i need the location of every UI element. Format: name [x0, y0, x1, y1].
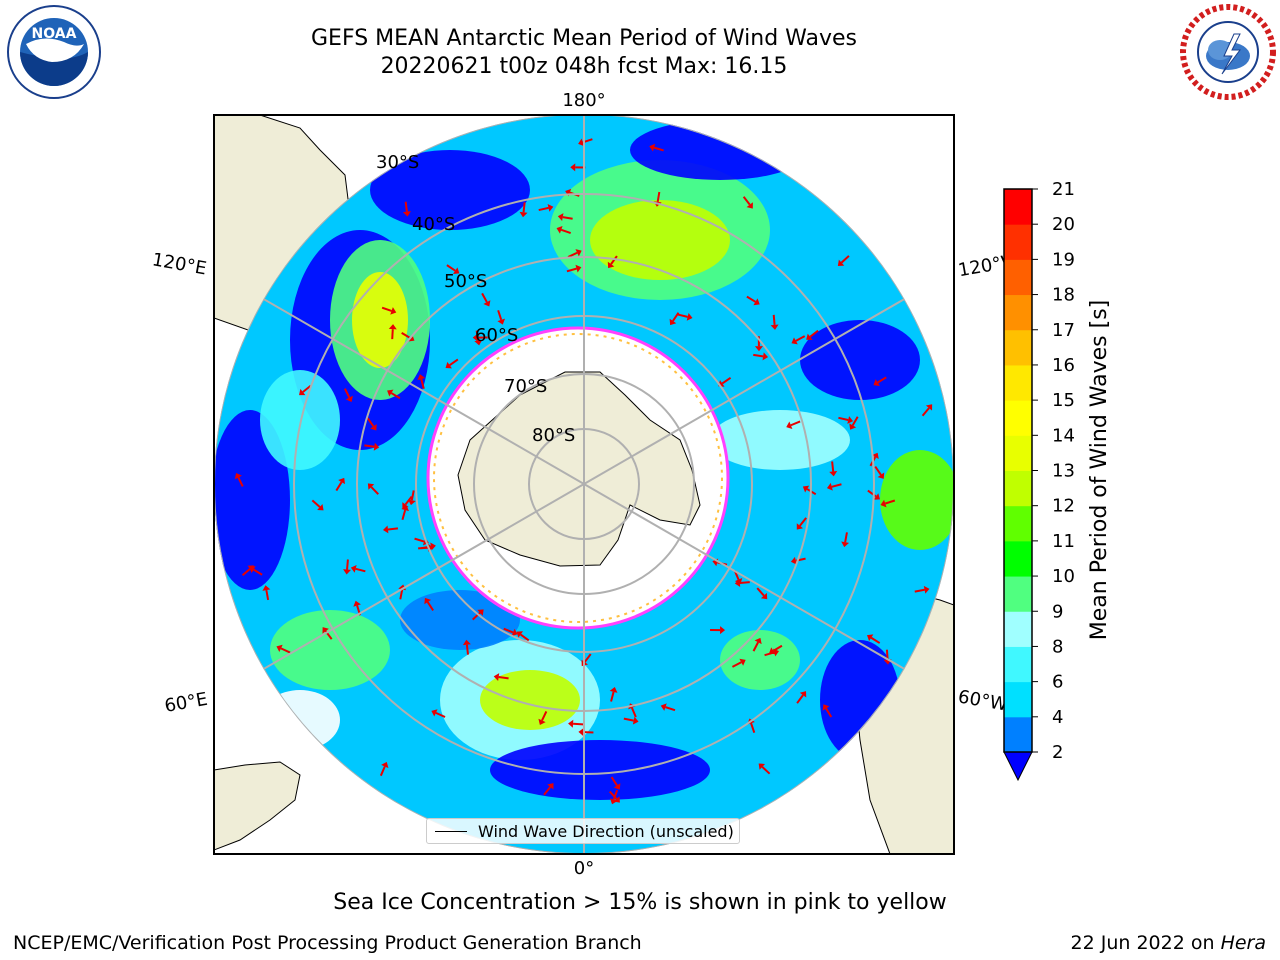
lat-label-70s: 70°S — [504, 376, 547, 397]
colorbar-segment — [1004, 329, 1032, 366]
colorbar-segment — [1004, 364, 1032, 401]
colorbar-label: Mean Period of Wind Waves [s] — [1087, 300, 1112, 640]
colorbar-segment — [1004, 189, 1032, 225]
colorbar-segment — [1004, 505, 1032, 542]
machine-name: Hera — [1220, 932, 1266, 954]
chart-title: GEFS MEAN Antarctic Mean Period of Wind … — [311, 26, 857, 51]
colorbar-tick-label: 6 — [1052, 672, 1063, 693]
colorbar-tick-label: 17 — [1052, 320, 1075, 341]
colorbar-segment — [1004, 540, 1032, 577]
legend-line-sample — [435, 831, 467, 832]
date-text: 22 Jun 2022 on — [1070, 932, 1221, 954]
colorbar-tick-label: 16 — [1052, 355, 1075, 376]
colorbar-tick-label: 11 — [1052, 531, 1075, 552]
colorbar-segment — [1004, 681, 1032, 718]
colorbar-tick-label: 4 — [1052, 707, 1063, 728]
lat-label-50s: 50°S — [444, 271, 487, 292]
colorbar-tick-label: 9 — [1052, 601, 1063, 622]
colorbar: 2 4 6 8 9 10 11 12 13 14 15 16 17 18 19 20 21 — [1003, 179, 1075, 782]
colorbar-tick-label: 19 — [1052, 249, 1075, 270]
colorbar-tick-label: 18 — [1052, 285, 1075, 306]
colorbar-tick-label: 14 — [1052, 425, 1075, 446]
colorbar-segment — [1004, 400, 1032, 436]
colorbar-tick-label: 10 — [1052, 566, 1075, 587]
colorbar-segment — [1004, 716, 1032, 753]
colorbar-tick-label: 20 — [1052, 214, 1075, 235]
colorbar-segment — [1004, 435, 1032, 471]
lon-label-60w: 60°W — [956, 686, 1009, 715]
colorbar-tick-label: 2 — [1052, 742, 1063, 763]
colorbar-tick-label: 12 — [1052, 496, 1075, 517]
colorbar-segment — [1004, 470, 1032, 507]
lat-label-30s: 30°S — [376, 152, 419, 173]
graticule — [214, 114, 954, 854]
colorbar-under-arrow — [1003, 751, 1033, 782]
colorbar-segment — [1004, 259, 1032, 296]
legend-label: Wind Wave Direction (unscaled) — [478, 822, 734, 841]
sea-ice-caption: Sea Ice Concentration > 15% is shown in … — [333, 890, 947, 915]
nws-logo — [1180, 4, 1276, 100]
colorbar-segment — [1004, 646, 1032, 683]
colorbar-segment — [1004, 224, 1032, 260]
noaa-logo: NOAA — [7, 5, 101, 99]
lat-label-60s: 60°S — [475, 325, 518, 346]
lon-label-0: 0° — [574, 858, 594, 879]
colorbar-segment — [1004, 576, 1032, 612]
lon-label-120e: 120°E — [151, 249, 209, 279]
colorbar-tick-label: 8 — [1052, 636, 1063, 657]
chart-subtitle: 20220621 t00z 048h fcst Max: 16.15 — [380, 54, 788, 79]
colorbar-tick-label: 15 — [1052, 390, 1075, 411]
map-legend: Wind Wave Direction (unscaled) — [426, 818, 740, 844]
date-line: 22 Jun 2022 on Hera — [1071, 932, 1266, 954]
colorbar-segment — [1004, 294, 1032, 331]
lat-label-40s: 40°S — [412, 214, 455, 235]
lat-label-80s: 80°S — [532, 425, 575, 446]
africa-landmass — [214, 761, 301, 851]
lon-label-180: 180° — [562, 90, 605, 111]
noaa-logo-text: NOAA — [32, 26, 77, 42]
colorbar-segment — [1004, 611, 1032, 647]
colorbar-tick-label: 21 — [1052, 179, 1075, 200]
colorbar-tick-label: 13 — [1052, 461, 1075, 482]
map-frame — [213, 114, 955, 855]
lon-label-60e: 60°E — [163, 689, 209, 717]
credit-line: NCEP/EMC/Verification Post Processing Pr… — [13, 932, 642, 954]
